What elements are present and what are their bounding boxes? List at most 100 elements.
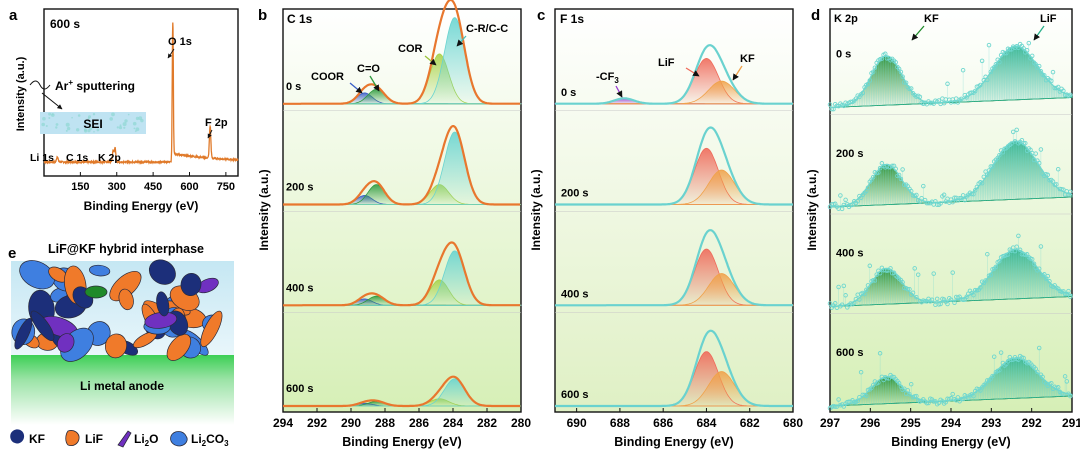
- sei-particle: [166, 333, 192, 361]
- data-point: [991, 354, 997, 359]
- data-point: [1055, 84, 1061, 90]
- li2co3-marker-icon: [170, 431, 188, 447]
- time-label: 200 s: [561, 188, 589, 200]
- legend-li2o-label: Li2O: [134, 432, 158, 448]
- sei-dot: [96, 128, 100, 132]
- panel-a-xlabel: Binding Energy (eV): [84, 199, 199, 213]
- tick-label: 684: [696, 416, 716, 430]
- data-point: [1010, 129, 1016, 135]
- c1s-peak-label: C 1s: [66, 152, 88, 164]
- sei-particle: [156, 291, 170, 317]
- data-point: [870, 277, 876, 283]
- sei-particle: [180, 272, 202, 297]
- panel-e-title: LiF@KF hybrid interphase: [48, 242, 204, 256]
- panel-b-plot: 0 s 200 s 400 s 600 s: [283, 0, 522, 408]
- sei-dot: [92, 113, 96, 116]
- tick-label: 291: [1062, 416, 1080, 430]
- sei-dot: [48, 117, 51, 119]
- panel-a-time-label: 600 s: [50, 17, 80, 31]
- data-point: [945, 301, 950, 307]
- panel-e-legend: KF LiF Li2O Li2CO3: [10, 429, 229, 448]
- sei-particle: [19, 260, 55, 290]
- coor-peak-label: COOR: [311, 71, 344, 83]
- survey-spectrum-line: [43, 22, 239, 166]
- data-point: [1049, 380, 1054, 386]
- o1s-peak-label: O 1s: [168, 36, 192, 48]
- data-point: [1038, 244, 1044, 249]
- data-point: [1016, 233, 1021, 239]
- sei-particle: [118, 288, 134, 311]
- time-label: 400 s: [836, 248, 864, 260]
- sei-texture: [41, 112, 144, 133]
- tick-label: 690: [567, 416, 587, 430]
- data-point: [1026, 40, 1032, 46]
- panel-b-letter: b: [258, 7, 267, 24]
- data-point: [912, 266, 917, 271]
- time-label: 400 s: [561, 288, 589, 300]
- tick-label: 680: [783, 416, 803, 430]
- data-point: [1036, 345, 1042, 351]
- panel-d: d K 2p Intensity (a.u.) Binding Energy (…: [805, 7, 1080, 449]
- data-point: [1062, 374, 1068, 379]
- panel-a-tick-label: 150: [71, 181, 89, 193]
- data-point: [843, 197, 848, 203]
- time-label: 200 s: [286, 182, 314, 194]
- c-r-arrow: [456, 35, 467, 47]
- o1s-arrow: [167, 48, 175, 59]
- sei-dot: [87, 129, 91, 133]
- sei-dot: [135, 127, 140, 132]
- envelope-line-2: [555, 229, 793, 307]
- sei-dot: [127, 113, 130, 116]
- panel-d-letter: d: [811, 7, 820, 24]
- k-lif-peak-label: LiF: [1040, 13, 1057, 25]
- sei-dot: [88, 115, 91, 119]
- data-point: [952, 195, 957, 200]
- sei-particle: [56, 333, 75, 353]
- envelope-line-3: [283, 375, 521, 408]
- panel-d-xlabel: Binding Energy (eV): [891, 435, 1010, 449]
- tick-label: 295: [901, 416, 921, 430]
- data-point: [1033, 151, 1038, 156]
- data-point: [950, 391, 955, 397]
- legend-lif-label: LiF: [85, 432, 103, 446]
- f2p-arrow: [207, 129, 213, 139]
- cor-arrow: [424, 55, 437, 66]
- panel-a-xticks: 150 300 450 600 750: [71, 172, 235, 193]
- data-point: [827, 301, 833, 306]
- data-point: [1050, 69, 1056, 75]
- data-point: [843, 293, 848, 298]
- envelope-line-1: [829, 140, 1073, 208]
- coor-arrow: [349, 82, 363, 94]
- data-point: [902, 386, 907, 391]
- envelope-line-1: [555, 126, 793, 206]
- data-point: [836, 397, 841, 402]
- data-point: [1055, 385, 1061, 390]
- data-point: [858, 369, 864, 375]
- data-point: [986, 42, 992, 48]
- panel-a-letter: a: [9, 7, 18, 24]
- kf-arrow: [732, 65, 743, 81]
- sputter-wave-icon: [29, 80, 51, 90]
- sei-dot: [132, 121, 137, 126]
- time-label: 400 s: [286, 282, 314, 294]
- panel-b-ylabel: Intensity (a.u.): [257, 169, 271, 250]
- panel-a-tick-label: 300: [108, 181, 126, 193]
- panel-c-letter: c: [537, 7, 545, 24]
- panel-b-xticks: 294 292 290 288 286 284 282 280: [273, 408, 531, 430]
- time-label: 0 s: [836, 49, 851, 61]
- lif-peak-label: LiF: [658, 57, 675, 69]
- envelope-line-3: [555, 329, 793, 408]
- data-point: [1014, 127, 1019, 133]
- data-point: [1068, 189, 1073, 194]
- sei-dot: [65, 122, 70, 127]
- sei-particles: [11, 259, 223, 362]
- panel-c-frame: [554, 8, 794, 413]
- sei-dot: [123, 126, 126, 129]
- panel-c-xlabel: Binding Energy (eV): [614, 435, 733, 449]
- sei-dot: [135, 116, 140, 121]
- data-point: [1068, 294, 1073, 299]
- c-o-arrow: [369, 75, 380, 92]
- data-point: [998, 350, 1004, 355]
- tick-label: 286: [409, 416, 429, 430]
